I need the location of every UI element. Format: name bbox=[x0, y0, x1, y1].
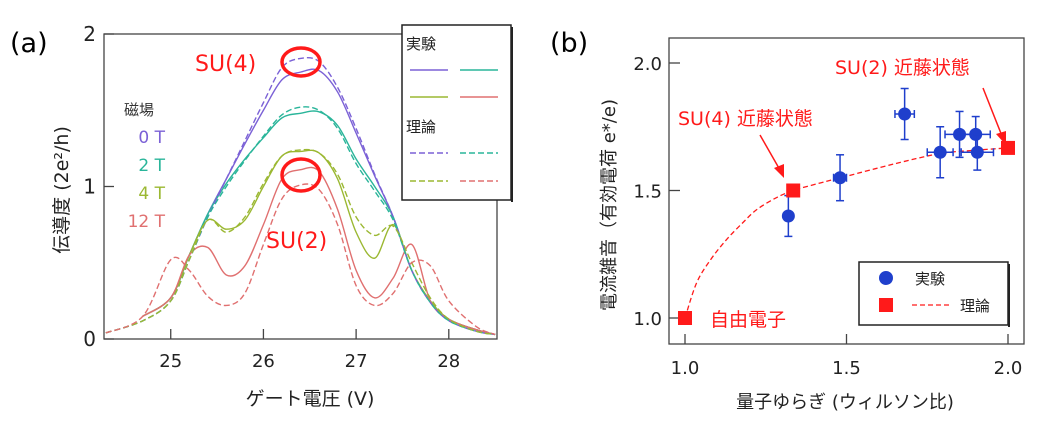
x-tick-label: 25 bbox=[159, 351, 182, 372]
field-legend-2T: 2 T bbox=[138, 156, 165, 176]
curve-theory-4T bbox=[105, 148, 496, 336]
su2-circle-marker bbox=[280, 157, 322, 193]
panel-a-curves bbox=[105, 56, 496, 336]
panel-a-label: (a) bbox=[10, 28, 48, 59]
x-tick-label: 26 bbox=[252, 351, 275, 372]
su4-circle-marker bbox=[280, 46, 322, 78]
annotation-su4: SU(4) bbox=[195, 52, 256, 77]
field-legend-0T: 0 T bbox=[138, 128, 165, 148]
legend-theory-label: 理論 bbox=[406, 118, 436, 136]
su2-arrow bbox=[982, 87, 1006, 145]
y-tick-label: 2 bbox=[83, 22, 96, 46]
y-tick-label: 0 bbox=[83, 327, 96, 351]
field-legend-12T: 12 T bbox=[128, 212, 166, 232]
annotation-su4-kondo: SU(4) 近藤状態 bbox=[678, 108, 813, 130]
field-legend-4T: 4 T bbox=[138, 184, 165, 204]
experiment-marker bbox=[953, 127, 967, 141]
x-tick-label: 2.0 bbox=[994, 358, 1023, 379]
panel-b-marks bbox=[678, 87, 1015, 325]
experiment-marker bbox=[898, 107, 912, 121]
panel-a-ticks: 25 26 27 28 0 1 2 bbox=[83, 22, 460, 372]
experiment-point bbox=[781, 194, 795, 238]
panel-b-ticks: 1.0 1.5 2.0 1.0 1.5 2.0 bbox=[633, 54, 1022, 379]
legend-experiment-label: 実験 bbox=[406, 35, 436, 53]
experiment-marker bbox=[781, 209, 795, 223]
legend-shadow bbox=[1008, 264, 1010, 327]
legend-shadow bbox=[511, 27, 513, 202]
experiment-point bbox=[832, 154, 848, 202]
legend-experiment-marker bbox=[879, 271, 893, 285]
annotation-su2: SU(2) bbox=[266, 229, 327, 254]
legend-theory-label: 理論 bbox=[960, 297, 990, 315]
panel-b-xlabel: 量子ゆらぎ (ウィルソン比) bbox=[736, 392, 954, 413]
x-tick-label: 1.0 bbox=[671, 358, 700, 379]
experiment-marker bbox=[970, 145, 984, 159]
theory-marker bbox=[1001, 140, 1015, 155]
theory-marker bbox=[678, 311, 692, 325]
x-tick-label: 27 bbox=[345, 351, 368, 372]
curve-theory-12T bbox=[105, 183, 496, 336]
panel-a: (a) 25 26 27 28 0 1 2 ゲート電圧 (V) 伝導度 (2e²/h) 磁場… bbox=[10, 22, 513, 410]
su4-arrow bbox=[759, 134, 784, 178]
legend-theory-marker bbox=[879, 298, 893, 312]
y-tick-label: 2.0 bbox=[633, 54, 662, 75]
panel-a-ylabel: 伝導度 (2e²/h) bbox=[51, 126, 73, 254]
panel-b-label: (b) bbox=[550, 28, 588, 59]
legend-experiment-label: 実験 bbox=[915, 270, 945, 288]
experiment-point bbox=[894, 87, 916, 141]
y-tick-label: 1.5 bbox=[633, 182, 662, 203]
panel-b-legend: 実験 理論 bbox=[858, 261, 1010, 327]
y-tick-label: 1.0 bbox=[633, 309, 662, 330]
panel-b-ylabel: 電流雑音（有効電荷 e*/e) bbox=[599, 99, 620, 311]
y-tick-label: 1 bbox=[83, 175, 96, 199]
annotation-su2-kondo: SU(2) 近藤状態 bbox=[835, 57, 970, 79]
x-tick-label: 1.5 bbox=[832, 358, 861, 379]
field-legend-title: 磁場 bbox=[124, 101, 154, 119]
x-tick-label: 28 bbox=[437, 351, 460, 372]
theory-marker bbox=[786, 183, 801, 198]
panel-a-xlabel: ゲート電圧 (V) bbox=[246, 388, 375, 410]
panel-a-legend: 実験 理論 bbox=[401, 24, 513, 202]
annotation-free-electron: 自由電子 bbox=[710, 309, 786, 331]
experiment-point bbox=[926, 126, 954, 179]
legend-box bbox=[401, 24, 512, 201]
experiment-marker bbox=[833, 171, 847, 185]
experiment-marker bbox=[933, 145, 947, 159]
experiment-point bbox=[960, 133, 995, 171]
legend-lines bbox=[410, 69, 498, 182]
panel-b: (b) 1.0 1.5 2.0 1.0 1.5 2.0 量子ゆらぎ (ウィルソン比) 電流… bbox=[550, 28, 1025, 413]
